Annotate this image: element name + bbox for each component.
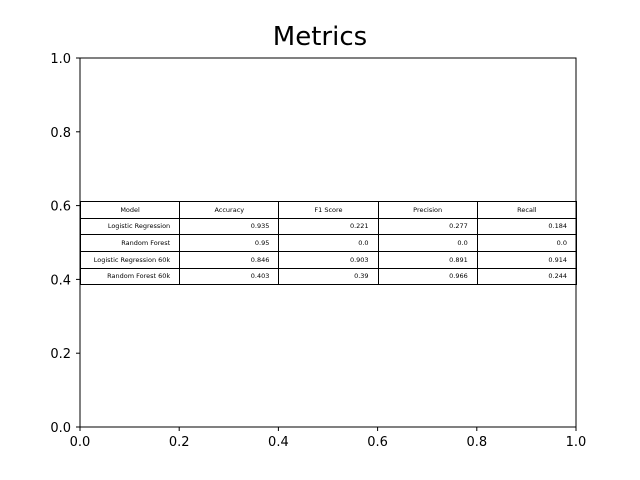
y-tick-label: 0.2: [50, 347, 71, 362]
table-cell: 0.403: [179, 267, 280, 286]
x-tick-label: 0.6: [367, 435, 388, 450]
table-cell: 0.914: [476, 251, 578, 269]
table-cell: Logistic Regression 60k: [79, 251, 181, 269]
table-cell: Logistic Regression: [79, 217, 181, 236]
table-cell: 0.244: [476, 267, 578, 286]
chart-title: Metrics: [272, 22, 368, 52]
metrics-table: Model Accuracy F1 Score Precision Recall Log…: [79, 201, 578, 286]
table-cell: Random Forest 60k: [79, 267, 181, 286]
table-cell: 0.903: [278, 251, 379, 269]
table-row: Random Forest 0.95 0.0 0.0 0.0: [79, 234, 578, 253]
table-cell: Random Forest: [79, 234, 181, 253]
y-tick-label: 0.0: [50, 421, 71, 436]
table-cell: 0.0: [377, 234, 478, 253]
x-tick-label: 0.0: [70, 435, 91, 450]
table-cell: 0.277: [377, 217, 478, 236]
table-cell: 0.95: [179, 234, 280, 253]
table-column-header: Recall: [476, 201, 578, 219]
table-cell: 0.0: [278, 234, 379, 253]
y-tick-label: 0.4: [50, 273, 71, 288]
table-cell: 0.891: [377, 251, 478, 269]
table-cell: 0.846: [179, 251, 280, 269]
table-cell: 0.966: [377, 267, 478, 286]
table-row: Random Forest 60k 0.403 0.39 0.966 0.244: [79, 267, 578, 286]
table-cell: 0.0: [476, 234, 578, 253]
x-tick-label: 0.2: [169, 435, 190, 450]
y-tick-label: 0.6: [50, 200, 71, 215]
table-header-row: Model Accuracy F1 Score Precision Recall: [79, 201, 578, 219]
table-cell: 0.221: [278, 217, 379, 236]
x-tick-label: 0.4: [268, 435, 289, 450]
x-tick-label: 1.0: [566, 435, 587, 450]
table-column-header: Model: [79, 201, 181, 219]
table-cell: 0.184: [476, 217, 578, 236]
table-row: Logistic Regression 0.935 0.221 0.277 0.184: [79, 217, 578, 236]
table-column-header: Accuracy: [179, 201, 280, 219]
table-cell: 0.935: [179, 217, 280, 236]
y-tick-label: 0.8: [50, 126, 71, 141]
table-cell: 0.39: [278, 267, 379, 286]
table-column-header: F1 Score: [278, 201, 379, 219]
y-tick-label: 1.0: [50, 52, 71, 67]
table-row: Logistic Regression 60k 0.846 0.903 0.891 0.…: [79, 251, 578, 269]
x-tick-label: 0.8: [466, 435, 487, 450]
table-column-header: Precision: [377, 201, 478, 219]
